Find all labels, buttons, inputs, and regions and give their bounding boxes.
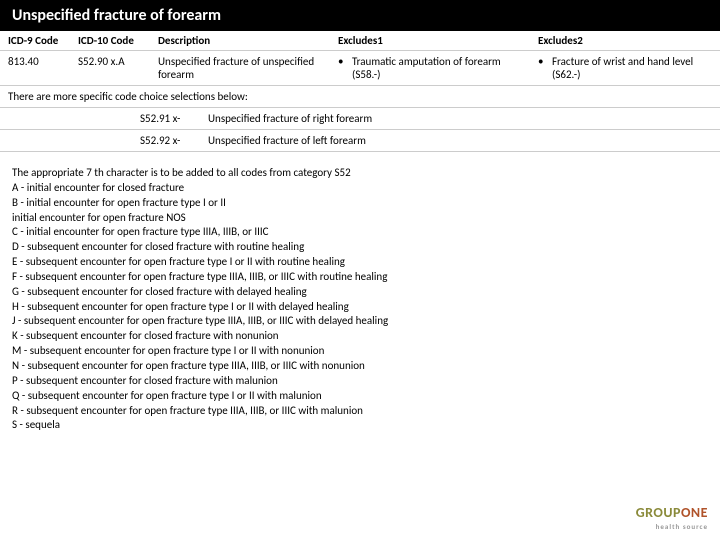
logo-sub: health source [656,522,708,531]
char-line: E - subsequent encounter for open fractu… [12,255,708,270]
char-line: D - subsequent encounter for closed frac… [12,240,708,255]
char-line: N - subsequent encounter for open fractu… [12,359,708,374]
char-line: A - initial encounter for closed fractur… [12,181,708,196]
sub-code: S52.91 x- [0,108,200,130]
char-line: R - subsequent encounter for open fractu… [12,404,708,419]
char-line: H - subsequent encounter for open fractu… [12,300,708,315]
character-block: The appropriate 7 th character is to be … [0,152,720,437]
char-line: M - subsequent encounter for open fractu… [12,344,708,359]
char-line: initial encounter for open fracture NOS [12,211,708,226]
char-intro: The appropriate 7 th character is to be … [12,166,708,181]
char-line: F - subsequent encounter for open fractu… [12,270,708,285]
logo: GROUPONE health source [636,506,708,532]
excludes1-text: Traumatic amputation of forearm (S58.-) [352,55,522,81]
char-line: P - subsequent encounter for closed frac… [12,374,708,389]
char-line: B - initial encounter for open fracture … [12,196,708,211]
note-row: There are more specific code choice sele… [0,86,720,108]
cell-icd9: 813.40 [0,51,70,86]
char-line: K - subsequent encounter for closed frac… [12,329,708,344]
char-line: C - initial encounter for open fracture … [12,225,708,240]
logo-part2: ONE [681,504,708,521]
char-line: S - sequela [12,418,708,433]
sub-desc: Unspecified fracture of left forearm [200,130,720,152]
cell-excludes2: • Fracture of wrist and hand level (S62.… [530,51,720,86]
sub-desc: Unspecified fracture of right forearm [200,108,720,130]
sub-code-table: S52.91 x- Unspecified fracture of right … [0,108,720,152]
char-line: J - subsequent encounter for open fractu… [12,314,708,329]
table-row: S52.91 x- Unspecified fracture of right … [0,108,720,130]
char-line: Q - subsequent encounter for open fractu… [12,389,708,404]
sub-code: S52.92 x- [0,130,200,152]
page-title: Unspecified fracture of forearm [0,0,720,31]
note-text: There are more specific code choice sele… [0,86,720,108]
header-icd10: ICD-10 Code [70,31,150,51]
header-excludes1: Excludes1 [330,31,530,51]
cell-excludes1: • Traumatic amputation of forearm (S58.-… [330,51,530,86]
header-icd9: ICD-9 Code [0,31,70,51]
bullet-icon: • [538,55,552,81]
header-excludes2: Excludes2 [530,31,720,51]
cell-description: Unspecified fracture of unspecified fore… [150,51,330,86]
bullet-icon: • [338,55,352,81]
table-header-row: ICD-9 Code ICD-10 Code Description Exclu… [0,31,720,51]
code-table: ICD-9 Code ICD-10 Code Description Exclu… [0,31,720,108]
header-description: Description [150,31,330,51]
logo-part1: GROUP [636,504,681,521]
excludes2-text: Fracture of wrist and hand level (S62.-) [552,55,712,81]
table-row: 813.40 S52.90 x.A Unspecified fracture o… [0,51,720,86]
char-line: G - subsequent encounter for closed frac… [12,285,708,300]
table-row: S52.92 x- Unspecified fracture of left f… [0,130,720,152]
cell-icd10: S52.90 x.A [70,51,150,86]
